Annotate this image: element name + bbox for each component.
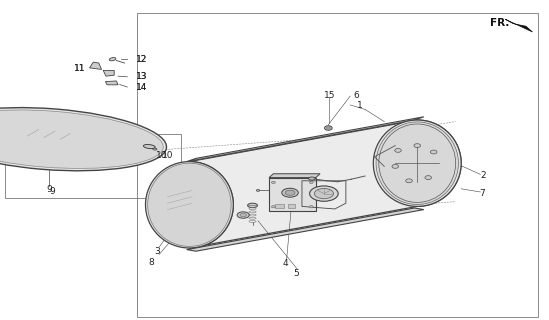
Bar — [269, 178, 316, 211]
Text: 5: 5 — [294, 269, 299, 278]
Text: 12: 12 — [136, 55, 148, 64]
Text: 2: 2 — [480, 172, 486, 180]
Text: 4: 4 — [283, 260, 288, 268]
Ellipse shape — [271, 205, 275, 208]
Ellipse shape — [425, 176, 432, 180]
Polygon shape — [89, 62, 102, 69]
Text: 14: 14 — [136, 83, 148, 92]
Ellipse shape — [240, 213, 247, 217]
Text: 14: 14 — [136, 83, 148, 92]
Ellipse shape — [109, 58, 116, 61]
Polygon shape — [187, 117, 424, 162]
Ellipse shape — [324, 126, 332, 130]
Ellipse shape — [395, 148, 401, 152]
Ellipse shape — [310, 205, 313, 208]
Ellipse shape — [285, 190, 295, 195]
Text: FR.: FR. — [490, 18, 509, 28]
Bar — [5, 134, 181, 198]
Ellipse shape — [256, 189, 260, 191]
Ellipse shape — [392, 164, 399, 168]
Ellipse shape — [145, 162, 233, 248]
Ellipse shape — [326, 127, 330, 129]
Ellipse shape — [309, 177, 315, 180]
Bar — [137, 13, 538, 317]
Text: 10: 10 — [162, 151, 173, 160]
Text: 13: 13 — [136, 72, 148, 81]
Text: 10: 10 — [156, 151, 167, 160]
Text: 11: 11 — [74, 64, 85, 73]
Bar — [274, 204, 284, 208]
Ellipse shape — [0, 110, 163, 168]
Ellipse shape — [314, 188, 333, 199]
Ellipse shape — [143, 145, 155, 148]
Polygon shape — [269, 174, 320, 178]
Text: 8: 8 — [149, 258, 154, 267]
Text: 11: 11 — [74, 64, 85, 73]
Bar — [288, 204, 295, 208]
Polygon shape — [189, 120, 461, 248]
Ellipse shape — [0, 108, 166, 171]
Polygon shape — [103, 70, 114, 76]
Text: 15: 15 — [324, 92, 335, 100]
Text: 12: 12 — [136, 55, 148, 64]
Ellipse shape — [153, 148, 157, 150]
Ellipse shape — [373, 120, 461, 206]
Ellipse shape — [376, 122, 458, 204]
Ellipse shape — [414, 144, 421, 148]
Ellipse shape — [310, 181, 313, 183]
Ellipse shape — [430, 150, 437, 154]
Ellipse shape — [271, 181, 275, 183]
Ellipse shape — [282, 188, 298, 197]
Text: 6: 6 — [353, 92, 358, 100]
Ellipse shape — [406, 179, 412, 183]
Text: 9: 9 — [49, 188, 55, 196]
Ellipse shape — [310, 186, 338, 201]
Text: 7: 7 — [479, 189, 485, 198]
Ellipse shape — [237, 212, 249, 218]
Polygon shape — [505, 19, 533, 32]
Polygon shape — [105, 81, 118, 85]
Ellipse shape — [248, 203, 257, 208]
Ellipse shape — [148, 163, 231, 246]
Text: 1: 1 — [357, 101, 362, 110]
Text: 3: 3 — [154, 247, 160, 256]
Text: 13: 13 — [136, 72, 148, 81]
Polygon shape — [187, 208, 424, 251]
Text: 9: 9 — [47, 185, 52, 194]
